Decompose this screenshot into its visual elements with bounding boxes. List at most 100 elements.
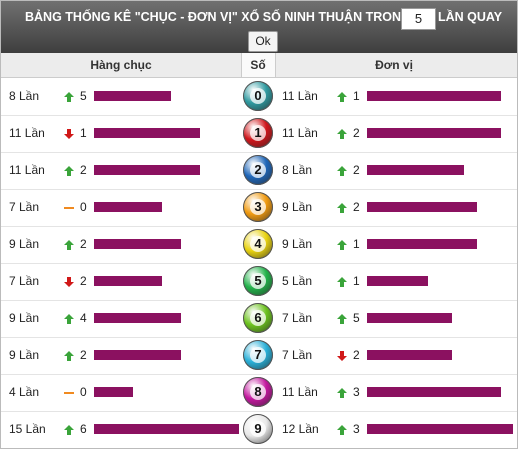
ball-digit: 7 <box>250 347 266 363</box>
table-row: 9 Lần 2 7 Lần 2 7 <box>1 337 517 375</box>
title-suffix: LẦN QUAY <box>438 10 503 24</box>
column-header: Hàng chục Số Đơn vị <box>1 53 517 78</box>
trend-up-icon <box>337 92 347 102</box>
count-bar <box>94 202 162 212</box>
count-label: 11 Lần <box>9 163 45 177</box>
trend-up-icon <box>337 240 347 250</box>
count-bar <box>367 313 453 323</box>
trend-up-icon <box>64 92 74 102</box>
table-row: 7 Lần 0 9 Lần 2 3 <box>1 189 517 227</box>
change-value: 0 <box>80 200 87 214</box>
count-label: 11 Lần <box>9 126 45 140</box>
table-row: 8 Lần 5 11 Lần 1 0 <box>1 78 517 116</box>
change-value: 2 <box>80 237 87 251</box>
trend-up-icon <box>64 166 74 176</box>
count-label: 9 Lần <box>9 237 40 251</box>
count-label: 12 Lần <box>282 422 319 436</box>
count-label: 11 Lần <box>282 126 318 140</box>
count-bar <box>367 387 501 397</box>
count-label: 7 Lần <box>282 348 313 362</box>
column-title: Hàng chục <box>90 58 152 72</box>
count-label: 9 Lần <box>9 311 40 325</box>
column-cell <box>241 53 276 77</box>
count-label: 5 Lần <box>282 274 313 288</box>
count-bar <box>94 91 172 101</box>
trend-down-icon <box>64 277 74 287</box>
column-title: Số <box>250 58 266 72</box>
count-bar <box>367 128 501 138</box>
ball-digit: 1 <box>250 125 266 141</box>
number-ball: 9 <box>243 414 273 444</box>
table-row: 11 Lần 2 8 Lần 2 2 <box>1 152 517 190</box>
change-value: 1 <box>353 274 360 288</box>
count-bar <box>367 239 477 249</box>
count-label: 7 Lần <box>282 311 313 325</box>
draw-count-input[interactable]: 5 <box>401 8 436 30</box>
change-value: 0 <box>80 385 87 399</box>
number-ball: 7 <box>243 340 273 370</box>
count-label: 9 Lần <box>282 237 313 251</box>
change-value: 2 <box>80 163 87 177</box>
count-label: 15 Lần <box>9 422 46 436</box>
ok-button[interactable]: Ok <box>248 31 278 52</box>
trend-up-icon <box>337 277 347 287</box>
change-value: 2 <box>353 200 360 214</box>
trend-up-icon <box>64 351 74 361</box>
table-row: 9 Lần 2 9 Lần 1 4 <box>1 226 517 264</box>
count-bar <box>367 165 465 175</box>
number-ball: 0 <box>243 81 273 111</box>
count-label: 9 Lần <box>282 200 313 214</box>
trend-flat-icon <box>64 392 74 394</box>
trend-up-icon <box>337 388 347 398</box>
count-bar <box>94 276 162 286</box>
trend-down-icon <box>64 129 74 139</box>
title: BẢNG THỐNG KÊ "CHỤC - ĐƠN VỊ" XỔ SỐ NINH… <box>25 10 411 24</box>
ball-digit: 3 <box>250 199 266 215</box>
count-label: 7 Lần <box>9 274 40 288</box>
ball-digit: 2 <box>250 162 266 178</box>
number-ball: 5 <box>243 266 273 296</box>
ball-digit: 9 <box>250 421 266 437</box>
count-bar <box>94 424 239 434</box>
count-bar <box>367 424 513 434</box>
trend-up-icon <box>337 166 347 176</box>
change-value: 2 <box>353 126 360 140</box>
count-bar <box>94 128 201 138</box>
change-value: 2 <box>80 348 87 362</box>
table-row: 9 Lần 4 7 Lần 5 6 <box>1 300 517 338</box>
number-ball: 4 <box>243 229 273 259</box>
table-row: 4 Lần 0 11 Lần 3 8 <box>1 374 517 412</box>
table-row: 11 Lần 1 11 Lần 2 1 <box>1 115 517 153</box>
change-value: 5 <box>80 89 87 103</box>
trend-up-icon <box>337 129 347 139</box>
trend-up-icon <box>64 240 74 250</box>
ball-digit: 6 <box>250 310 266 326</box>
ball-digit: 4 <box>250 236 266 252</box>
count-bar <box>367 91 501 101</box>
ball-digit: 8 <box>250 384 266 400</box>
change-value: 1 <box>80 126 87 140</box>
column-title: Đơn vị <box>375 58 413 72</box>
change-value: 2 <box>353 163 360 177</box>
change-value: 4 <box>80 311 87 325</box>
change-value: 1 <box>353 89 360 103</box>
count-bar <box>94 350 181 360</box>
table-row: 15 Lần 6 12 Lần 3 9 <box>1 411 517 448</box>
ball-digit: 0 <box>250 88 266 104</box>
trend-up-icon <box>64 314 74 324</box>
trend-flat-icon <box>64 207 74 209</box>
change-value: 6 <box>80 422 87 436</box>
trend-up-icon <box>337 314 347 324</box>
change-value: 2 <box>80 274 87 288</box>
count-label: 11 Lần <box>282 89 318 103</box>
count-bar <box>94 387 133 397</box>
number-ball: 8 <box>243 377 273 407</box>
count-bar <box>367 350 453 360</box>
ball-digit: 5 <box>250 273 266 289</box>
header: BẢNG THỐNG KÊ "CHỤC - ĐƠN VỊ" XỔ SỐ NINH… <box>1 1 517 53</box>
change-value: 3 <box>353 385 360 399</box>
trend-up-icon <box>64 425 74 435</box>
change-value: 2 <box>353 348 360 362</box>
count-label: 11 Lần <box>282 385 318 399</box>
change-value: 3 <box>353 422 360 436</box>
